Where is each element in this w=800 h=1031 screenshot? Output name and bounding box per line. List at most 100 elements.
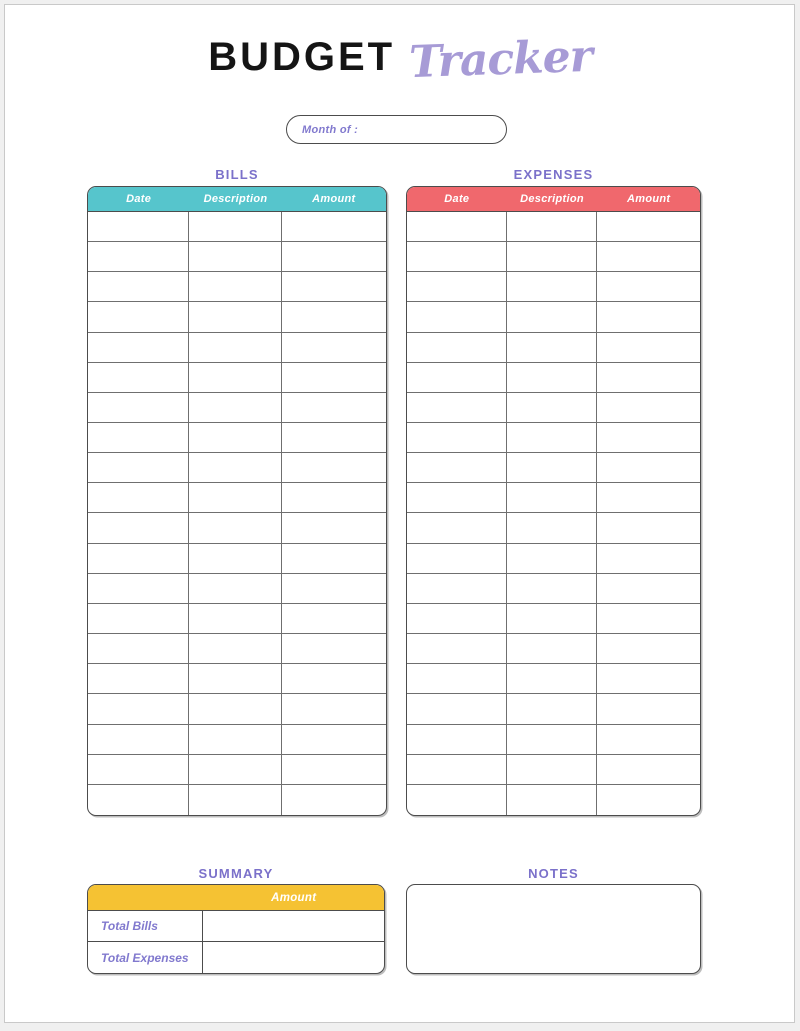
expenses-description-cell[interactable] <box>507 603 598 634</box>
expenses-date-cell[interactable] <box>407 483 507 513</box>
expenses-date-cell[interactable] <box>407 453 507 483</box>
bills-amount-cell[interactable] <box>282 513 386 542</box>
expenses-amount-cell[interactable] <box>597 664 700 693</box>
expenses-amount-cell[interactable] <box>597 212 700 241</box>
expenses-amount-cell[interactable] <box>597 483 700 512</box>
bills-date-cell[interactable] <box>88 242 190 272</box>
expenses-date-cell[interactable] <box>407 423 507 453</box>
month-of-field[interactable]: Month of : <box>286 115 507 144</box>
bills-amount-cell[interactable] <box>282 393 386 422</box>
expenses-description-cell[interactable] <box>507 543 598 573</box>
expenses-amount-cell[interactable] <box>597 302 700 331</box>
bills-date-cell[interactable] <box>88 784 190 815</box>
bills-amount-cell[interactable] <box>282 302 386 331</box>
bills-description-cell[interactable] <box>189 453 282 483</box>
expenses-date-cell[interactable] <box>407 212 507 242</box>
expenses-amount-cell[interactable] <box>597 634 700 663</box>
bills-description-cell[interactable] <box>189 784 282 815</box>
expenses-amount-cell[interactable] <box>597 242 700 271</box>
expenses-description-cell[interactable] <box>507 724 598 754</box>
expenses-amount-cell[interactable] <box>597 725 700 754</box>
total-bills-amount-cell[interactable] <box>203 911 384 941</box>
bills-description-cell[interactable] <box>189 362 282 392</box>
bills-date-cell[interactable] <box>88 212 190 242</box>
expenses-amount-cell[interactable] <box>597 272 700 301</box>
expenses-amount-cell[interactable] <box>597 393 700 422</box>
expenses-amount-cell[interactable] <box>597 453 700 482</box>
bills-date-cell[interactable] <box>88 423 190 453</box>
expenses-date-cell[interactable] <box>407 724 507 754</box>
bills-description-cell[interactable] <box>189 392 282 423</box>
expenses-description-cell[interactable] <box>507 483 598 513</box>
expenses-date-cell[interactable] <box>407 242 507 272</box>
expenses-date-cell[interactable] <box>407 573 507 603</box>
notes-input-area[interactable] <box>406 884 701 974</box>
bills-amount-cell[interactable] <box>282 272 386 301</box>
bills-description-cell[interactable] <box>189 302 282 332</box>
bills-date-cell[interactable] <box>88 724 190 754</box>
bills-amount-cell[interactable] <box>282 212 386 241</box>
expenses-description-cell[interactable] <box>507 664 598 694</box>
expenses-date-cell[interactable] <box>407 754 507 784</box>
bills-date-cell[interactable] <box>88 634 190 664</box>
expenses-description-cell[interactable] <box>507 784 598 815</box>
expenses-date-cell[interactable] <box>407 392 507 423</box>
expenses-description-cell[interactable] <box>507 694 598 724</box>
expenses-date-cell[interactable] <box>407 784 507 815</box>
bills-description-cell[interactable] <box>189 513 282 543</box>
expenses-date-cell[interactable] <box>407 664 507 694</box>
bills-date-cell[interactable] <box>88 483 190 513</box>
bills-amount-cell[interactable] <box>282 483 386 512</box>
bills-date-cell[interactable] <box>88 573 190 603</box>
expenses-description-cell[interactable] <box>507 754 598 784</box>
expenses-amount-cell[interactable] <box>597 423 700 452</box>
bills-date-cell[interactable] <box>88 453 190 483</box>
expenses-description-cell[interactable] <box>507 634 598 664</box>
bills-description-cell[interactable] <box>189 332 282 362</box>
expenses-amount-cell[interactable] <box>597 604 700 633</box>
expenses-amount-cell[interactable] <box>597 544 700 573</box>
bills-amount-cell[interactable] <box>282 785 386 815</box>
bills-amount-cell[interactable] <box>282 634 386 663</box>
expenses-description-cell[interactable] <box>507 242 598 272</box>
bills-date-cell[interactable] <box>88 694 190 724</box>
bills-amount-cell[interactable] <box>282 755 386 784</box>
bills-date-cell[interactable] <box>88 543 190 573</box>
expenses-date-cell[interactable] <box>407 513 507 543</box>
expenses-amount-cell[interactable] <box>597 513 700 542</box>
expenses-description-cell[interactable] <box>507 513 598 543</box>
expenses-date-cell[interactable] <box>407 302 507 332</box>
expenses-amount-cell[interactable] <box>597 755 700 784</box>
expenses-date-cell[interactable] <box>407 603 507 634</box>
expenses-amount-cell[interactable] <box>597 363 700 392</box>
bills-amount-cell[interactable] <box>282 333 386 362</box>
expenses-date-cell[interactable] <box>407 272 507 302</box>
bills-amount-cell[interactable] <box>282 453 386 482</box>
bills-amount-cell[interactable] <box>282 694 386 723</box>
expenses-description-cell[interactable] <box>507 272 598 302</box>
expenses-description-cell[interactable] <box>507 573 598 603</box>
bills-amount-cell[interactable] <box>282 544 386 573</box>
bills-date-cell[interactable] <box>88 754 190 784</box>
bills-date-cell[interactable] <box>88 513 190 543</box>
bills-amount-cell[interactable] <box>282 574 386 603</box>
bills-description-cell[interactable] <box>189 694 282 724</box>
bills-description-cell[interactable] <box>189 634 282 664</box>
bills-description-cell[interactable] <box>189 483 282 513</box>
bills-description-cell[interactable] <box>189 543 282 573</box>
expenses-date-cell[interactable] <box>407 694 507 724</box>
bills-description-cell[interactable] <box>189 754 282 784</box>
bills-description-cell[interactable] <box>189 212 282 242</box>
expenses-description-cell[interactable] <box>507 392 598 423</box>
expenses-date-cell[interactable] <box>407 332 507 362</box>
expenses-amount-cell[interactable] <box>597 333 700 362</box>
bills-description-cell[interactable] <box>189 423 282 453</box>
bills-amount-cell[interactable] <box>282 423 386 452</box>
expenses-amount-cell[interactable] <box>597 574 700 603</box>
expenses-date-cell[interactable] <box>407 543 507 573</box>
expenses-description-cell[interactable] <box>507 332 598 362</box>
bills-amount-cell[interactable] <box>282 363 386 392</box>
expenses-description-cell[interactable] <box>507 453 598 483</box>
bills-date-cell[interactable] <box>88 272 190 302</box>
bills-date-cell[interactable] <box>88 302 190 332</box>
